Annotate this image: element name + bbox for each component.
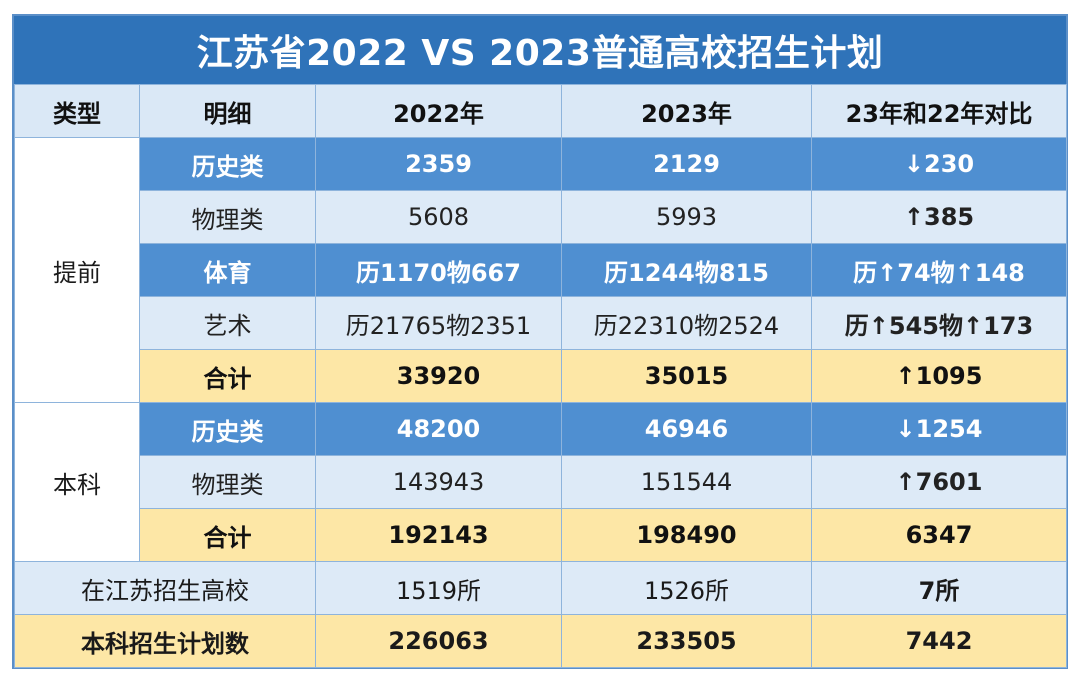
value-2022: 192143 — [315, 508, 562, 562]
row-label: 在江苏招生高校 — [14, 561, 316, 615]
row-label: 物理类 — [139, 455, 316, 509]
value-compare: ↓1254 — [811, 402, 1067, 456]
table-row: 物理类 5608 5993 ↑385 — [15, 190, 1067, 244]
value-compare: ↓230 — [811, 137, 1067, 191]
value-compare: 历↑74物↑148 — [811, 243, 1067, 297]
value-2023: 233505 — [561, 614, 812, 668]
table-row: 本科 历史类 48200 46946 ↓1254 — [14, 402, 1067, 562]
row-label: 历史类 — [139, 402, 316, 456]
value-2022: 历1170物667 — [315, 243, 562, 297]
value-2023: 35015 — [561, 349, 812, 403]
header-2022: 2022年 — [315, 84, 562, 138]
value-2023: 2129 — [561, 137, 812, 191]
value-compare: ↑1095 — [811, 349, 1067, 403]
value-2022: 226063 — [315, 614, 562, 668]
group-undergrad: 本科 — [14, 402, 140, 562]
row-label: 物理类 — [139, 190, 316, 244]
table-row: 合计 192143 198490 6347 — [15, 508, 1067, 562]
value-compare: ↑7601 — [811, 455, 1067, 509]
header-type: 类型 — [14, 84, 140, 138]
value-2022: 1519所 — [315, 561, 562, 615]
value-2023: 198490 — [561, 508, 812, 562]
value-2022: 143943 — [315, 455, 562, 509]
row-label: 合计 — [139, 508, 316, 562]
value-compare: 6347 — [811, 508, 1067, 562]
value-2022: 33920 — [315, 349, 562, 403]
value-2023: 1526所 — [561, 561, 812, 615]
table-frame: 江苏省2022 VS 2023普通高校招生计划 类型 明细 2022年 2023… — [12, 14, 1068, 669]
table-row: 在江苏招生高校 1519所 1526所 7所 — [14, 561, 1067, 615]
value-2022: 历21765物2351 — [315, 296, 562, 350]
row-label: 本科招生计划数 — [14, 614, 316, 668]
value-compare: 历↑545物↑173 — [811, 296, 1067, 350]
table-title: 江苏省2022 VS 2023普通高校招生计划 — [14, 16, 1066, 84]
table-row: 本科招生计划数 226063 233505 7442 — [14, 614, 1067, 668]
value-compare: 7442 — [811, 614, 1067, 668]
value-2023: 151544 — [561, 455, 812, 509]
enrollment-table: 类型 明细 2022年 2023年 23年和22年对比 提前 历史类 2359 … — [14, 84, 1067, 668]
value-2023: 46946 — [561, 402, 812, 456]
header-compare: 23年和22年对比 — [811, 84, 1067, 138]
table-row: 提前 历史类 2359 2129 ↓230 — [14, 137, 1067, 403]
header-2023: 2023年 — [561, 84, 812, 138]
group-early: 提前 — [14, 137, 140, 403]
table-row: 物理类 143943 151544 ↑7601 — [15, 455, 1067, 509]
table-row: 合计 33920 35015 ↑1095 — [15, 349, 1067, 403]
value-compare: 7所 — [811, 561, 1067, 615]
value-2022: 5608 — [315, 190, 562, 244]
value-2023: 5993 — [561, 190, 812, 244]
value-2023: 历22310物2524 — [561, 296, 812, 350]
table-row: 体育 历1170物667 历1244物815 历↑74物↑148 — [15, 243, 1067, 297]
value-2022: 2359 — [315, 137, 562, 191]
row-label: 历史类 — [139, 137, 316, 191]
table-row: 艺术 历21765物2351 历22310物2524 历↑545物↑173 — [15, 296, 1067, 350]
value-2022: 48200 — [315, 402, 562, 456]
value-2023: 历1244物815 — [561, 243, 812, 297]
header-detail: 明细 — [139, 84, 316, 138]
row-label: 合计 — [139, 349, 316, 403]
row-label: 艺术 — [139, 296, 316, 350]
row-label: 体育 — [139, 243, 316, 297]
value-compare: ↑385 — [811, 190, 1067, 244]
header-row: 类型 明细 2022年 2023年 23年和22年对比 — [14, 84, 1067, 138]
